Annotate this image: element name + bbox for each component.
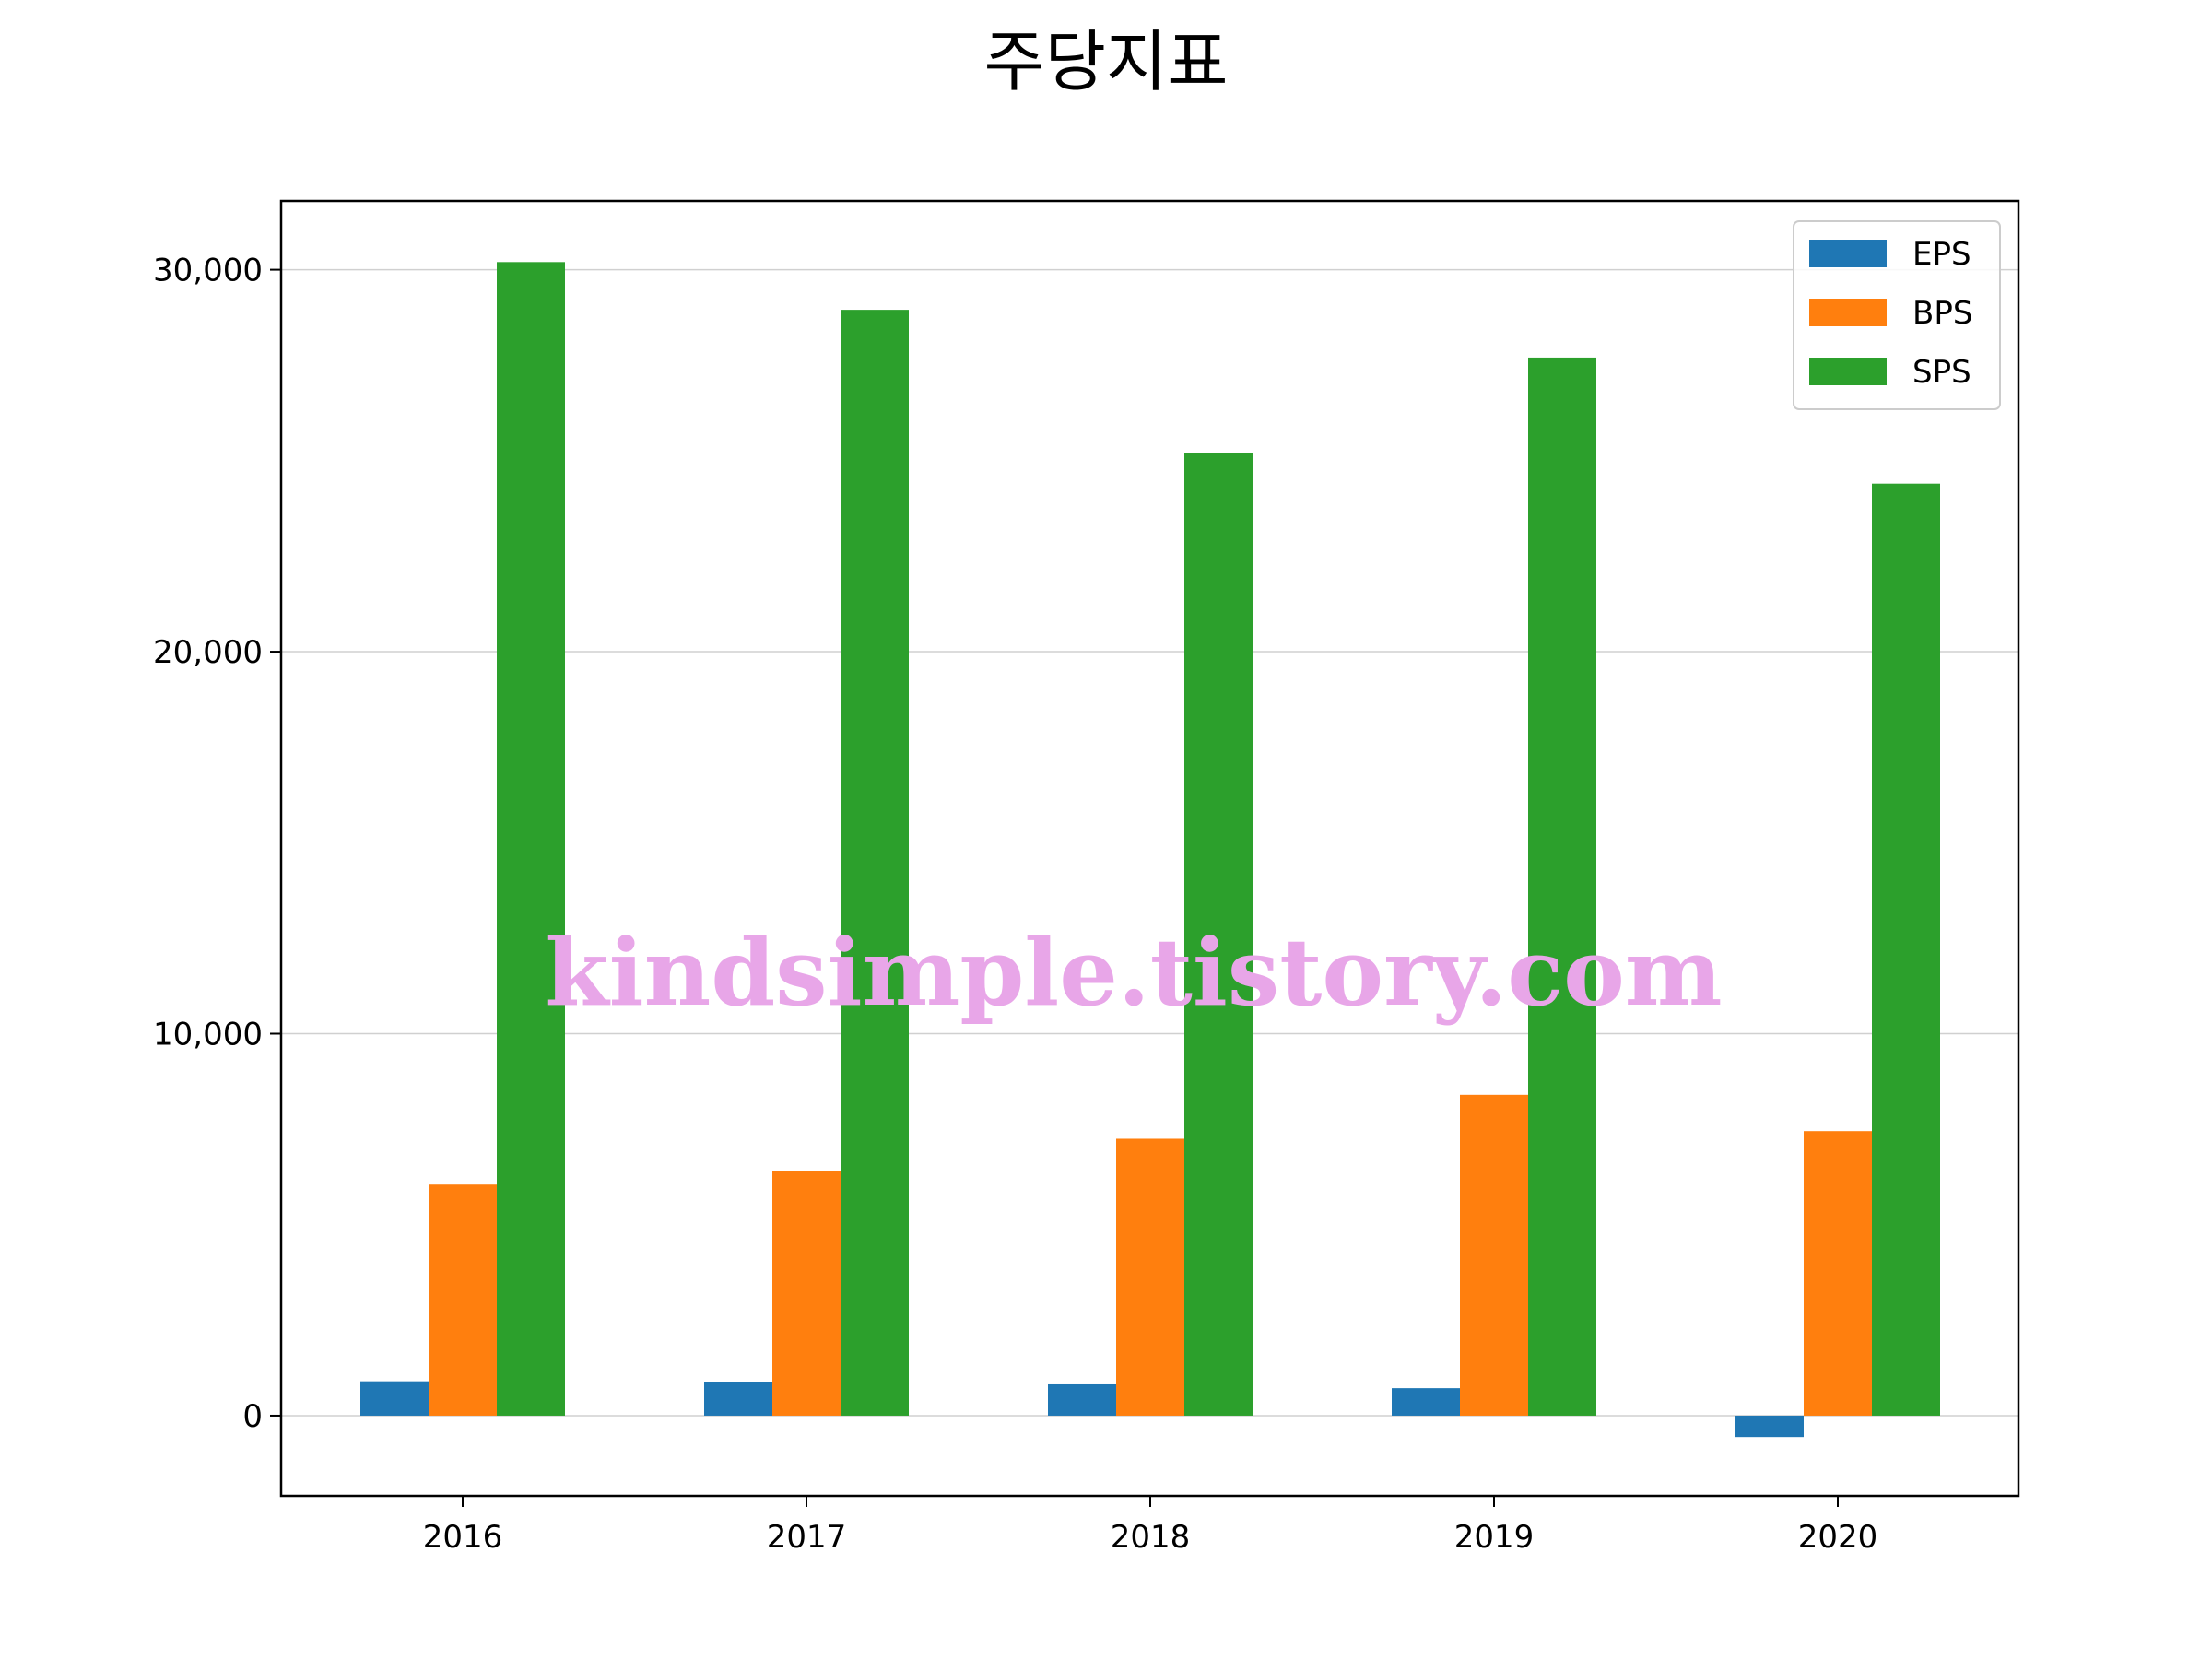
x-tick-label: 2016 xyxy=(423,1519,503,1556)
y-tick-label: 0 xyxy=(242,1398,263,1435)
legend-items: EPS BPS SPS xyxy=(1809,236,1972,391)
bar-eps-2016 xyxy=(360,1381,429,1416)
bars xyxy=(360,262,1940,1438)
bar-sps-2020 xyxy=(1872,483,1940,1416)
plot-frame xyxy=(279,199,2020,1498)
y-tick-label: 30,000 xyxy=(153,253,263,289)
legend: EPS BPS SPS xyxy=(1793,220,2001,410)
bar-bps-2019 xyxy=(1460,1094,1528,1416)
bar-sps-2019 xyxy=(1528,357,1596,1416)
legend-swatch-sps xyxy=(1809,358,1887,385)
bar-bps-2016 xyxy=(429,1184,497,1416)
legend-swatch-eps xyxy=(1809,240,1887,267)
y-tick-label: 20,000 xyxy=(153,634,263,671)
bar-eps-2018 xyxy=(1048,1383,1116,1416)
x-axis-ticks: 2016 2017 2018 2019 2020 xyxy=(423,1496,1878,1556)
bar-eps-2017 xyxy=(704,1382,772,1416)
bar-sps-2017 xyxy=(841,310,909,1416)
legend-swatch-bps xyxy=(1809,299,1887,326)
legend-label-eps: EPS xyxy=(1912,236,1971,273)
bar-bps-2017 xyxy=(772,1171,841,1416)
bar-eps-2019 xyxy=(1392,1388,1460,1416)
chart-title: 주당지표 xyxy=(984,23,1229,100)
x-tick-label: 2017 xyxy=(767,1519,847,1556)
y-tick-label: 10,000 xyxy=(153,1017,263,1053)
bar-bps-2020 xyxy=(1804,1131,1872,1416)
bar-bps-2018 xyxy=(1116,1138,1184,1416)
watermark-text: kindsimple.tistory.com xyxy=(545,918,1722,1027)
legend-label-bps: BPS xyxy=(1912,295,1972,332)
bar-sps-2018 xyxy=(1184,453,1253,1416)
x-tick-label: 2018 xyxy=(1111,1519,1191,1556)
legend-label-sps: SPS xyxy=(1912,354,1971,391)
bar-sps-2016 xyxy=(497,262,565,1416)
x-tick-label: 2020 xyxy=(1798,1519,1878,1556)
y-axis-ticks: 0 10,000 20,000 30,000 xyxy=(153,253,281,1435)
x-tick-label: 2019 xyxy=(1454,1519,1535,1556)
bar-eps-2020 xyxy=(1735,1415,1804,1438)
